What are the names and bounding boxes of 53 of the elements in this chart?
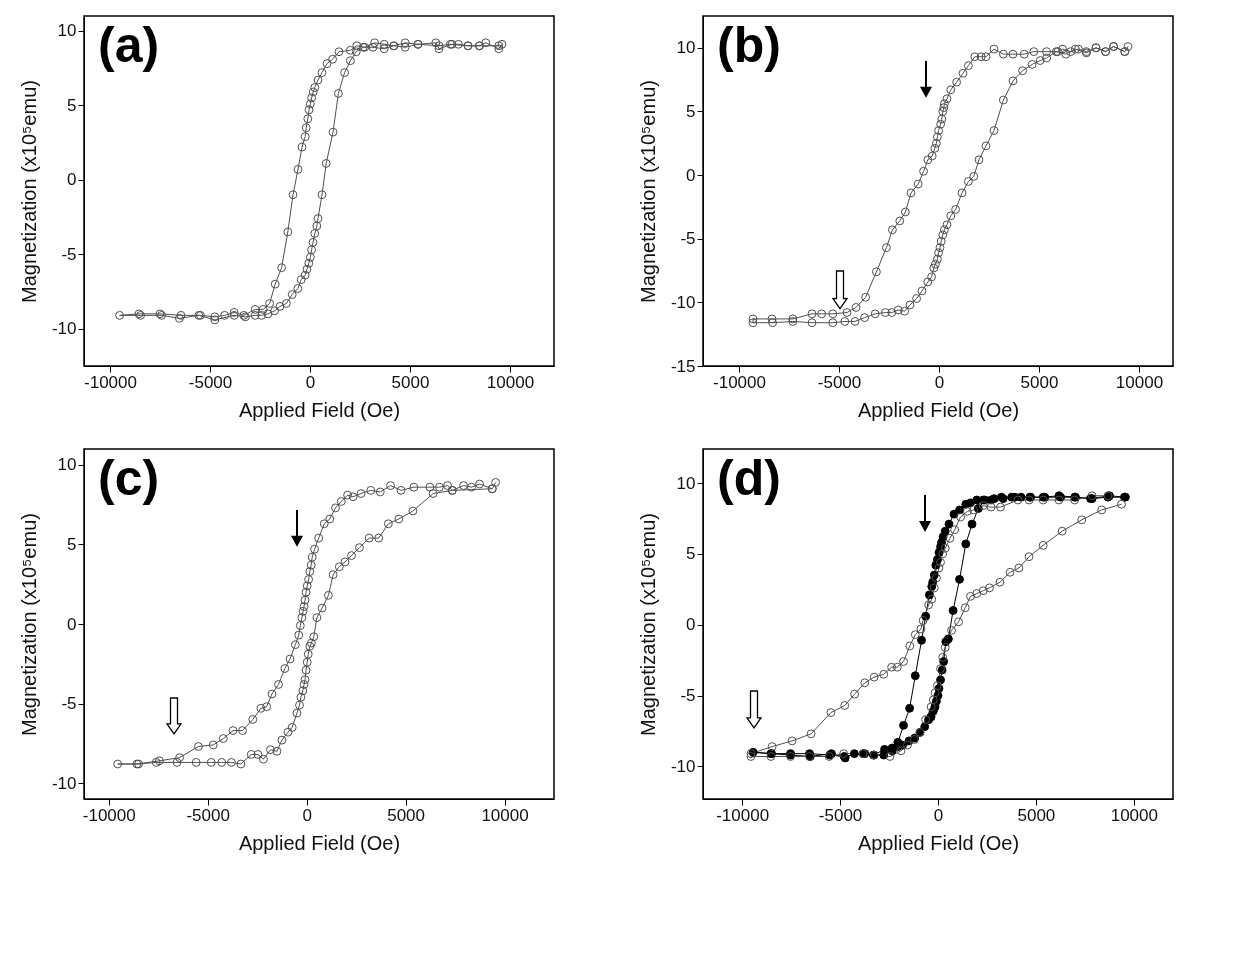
y-tick-label: 5	[67, 95, 77, 115]
x-tick-label: -5000	[818, 805, 863, 825]
x-tick-label: 10000	[1115, 372, 1164, 392]
x-axis-title: Applied Field (Oe)	[238, 831, 401, 854]
x-tick-label: 0	[305, 372, 316, 392]
y-tick-label: 0	[686, 165, 696, 185]
x-tick-label: -5000	[817, 372, 862, 392]
x-tick-label: 10000	[1110, 805, 1158, 825]
annotation: (d)	[717, 450, 781, 506]
y-tick-label: -15	[670, 356, 696, 376]
x-tick-label: -10000	[716, 805, 770, 825]
x-tick-label: -10000	[82, 805, 136, 825]
x-tick-label: -5000	[188, 372, 233, 392]
x-tick-label: 10000	[481, 805, 529, 825]
y-axis-title: Magnetization (x10⁵emu)	[17, 513, 40, 736]
y-tick-label: 10	[57, 455, 77, 475]
y-tick-label: 5	[686, 101, 696, 121]
x-tick-label: 0	[934, 372, 945, 392]
x-tick-label: -10000	[84, 372, 137, 392]
y-tick-label: 0	[67, 170, 77, 190]
y-tick-label: 0	[686, 615, 696, 635]
y-tick-label: 10	[57, 21, 77, 41]
y-tick-label: -10	[670, 292, 696, 312]
annotation: (a)	[98, 17, 160, 73]
x-tick-label: 5000	[1017, 805, 1056, 825]
x-tick-label: 0	[933, 805, 944, 825]
x-tick-label: 5000	[391, 372, 430, 392]
y-tick-label: 0	[67, 614, 77, 634]
y-tick-label: -5	[680, 686, 696, 706]
x-tick-label: 5000	[1020, 372, 1059, 392]
y-tick-label: -5	[61, 244, 77, 264]
y-axis-title: Magnetization (x10⁵emu)	[17, 80, 40, 303]
x-tick-label: -5000	[186, 805, 230, 825]
x-tick-label: -10000	[713, 372, 766, 392]
x-axis-title: Applied Field (Oe)	[857, 398, 1020, 421]
y-tick-label: -5	[680, 229, 696, 249]
y-tick-label: 10	[676, 473, 696, 493]
y-axis-title: Magnetization (x10⁵emu)	[636, 513, 659, 736]
y-tick-label: -5	[61, 694, 77, 714]
x-axis-title: Applied Field (Oe)	[238, 398, 401, 421]
x-tick-label: 10000	[486, 372, 535, 392]
annotation: (c)	[98, 450, 160, 506]
x-axis-title: Applied Field (Oe)	[857, 831, 1020, 854]
x-tick-label: 5000	[387, 805, 425, 825]
y-tick-label: 10	[676, 38, 696, 58]
x-tick-label: 0	[302, 805, 312, 825]
annotation: (b)	[717, 17, 781, 73]
y-axis-title: Magnetization (x10⁵emu)	[636, 80, 659, 303]
y-tick-label: 5	[67, 534, 77, 554]
y-tick-label: -10	[51, 319, 77, 339]
y-tick-label: -10	[51, 773, 77, 793]
y-tick-label: 5	[686, 544, 696, 564]
y-tick-label: -10	[670, 756, 696, 776]
